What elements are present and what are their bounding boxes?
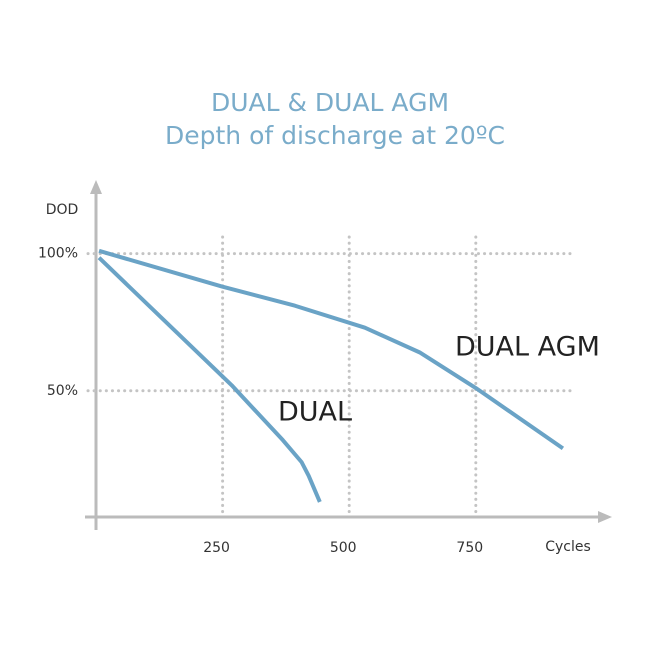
chart-subtitle: Depth of discharge at 20ºC [165, 121, 505, 150]
x-tick-label: 250 [203, 540, 230, 556]
chart-title: DUAL & DUAL AGM [211, 88, 449, 117]
y-axis-arrow [90, 180, 102, 194]
y-axis-label: DOD [46, 202, 79, 218]
series-label: DUAL [278, 397, 352, 428]
y-tick-label: 50% [47, 383, 78, 399]
x-tick-label: 750 [456, 540, 483, 556]
data-line [98, 248, 565, 451]
series-label: DUAL AGM [455, 332, 600, 363]
x-tick-label: 500 [330, 540, 357, 556]
data-line [97, 256, 322, 503]
x-axis-arrow [598, 511, 612, 523]
x-axis-label: Cycles [545, 539, 591, 555]
y-tick-label: 100% [38, 246, 78, 262]
